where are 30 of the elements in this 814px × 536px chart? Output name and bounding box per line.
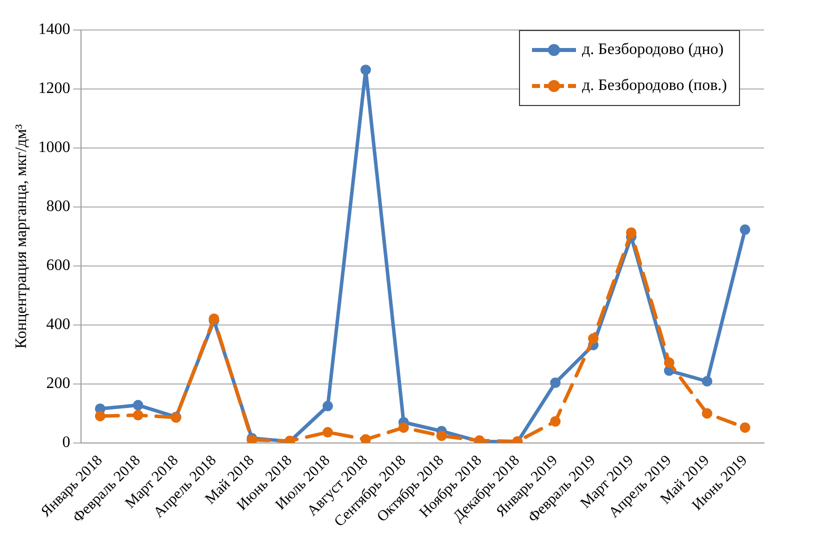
point: [94, 403, 106, 414]
y-tick-label: 800: [46, 198, 70, 216]
point: [740, 422, 750, 433]
point: [664, 357, 674, 368]
y-axis-title: Концентрация марганца, мкг/дм³: [12, 124, 30, 349]
point: [702, 408, 712, 419]
point: [588, 333, 599, 344]
legend-label: д. Безбородово (пов.): [582, 77, 727, 95]
y-tick-label: 1200: [38, 80, 70, 98]
point: [626, 227, 636, 238]
point: [94, 410, 106, 422]
point: [132, 410, 144, 420]
point: [740, 224, 750, 235]
point: [398, 422, 409, 433]
point: [132, 400, 144, 410]
y-tick-label: 0: [62, 434, 70, 452]
point: [322, 400, 334, 412]
legend-label: д. Безбородово (дно): [582, 41, 724, 59]
point: [550, 416, 561, 427]
y-tick-label: 400: [46, 316, 70, 334]
y-tick-label: 600: [46, 257, 70, 274]
point: [360, 64, 371, 76]
y-tick-label: 1000: [38, 139, 70, 156]
point: [436, 430, 447, 442]
point: [550, 377, 561, 388]
point: [360, 434, 371, 443]
point: [702, 376, 712, 387]
y-tick-label: 1400: [38, 21, 70, 38]
point: [322, 427, 334, 438]
y-tick-label: 200: [46, 375, 70, 392]
